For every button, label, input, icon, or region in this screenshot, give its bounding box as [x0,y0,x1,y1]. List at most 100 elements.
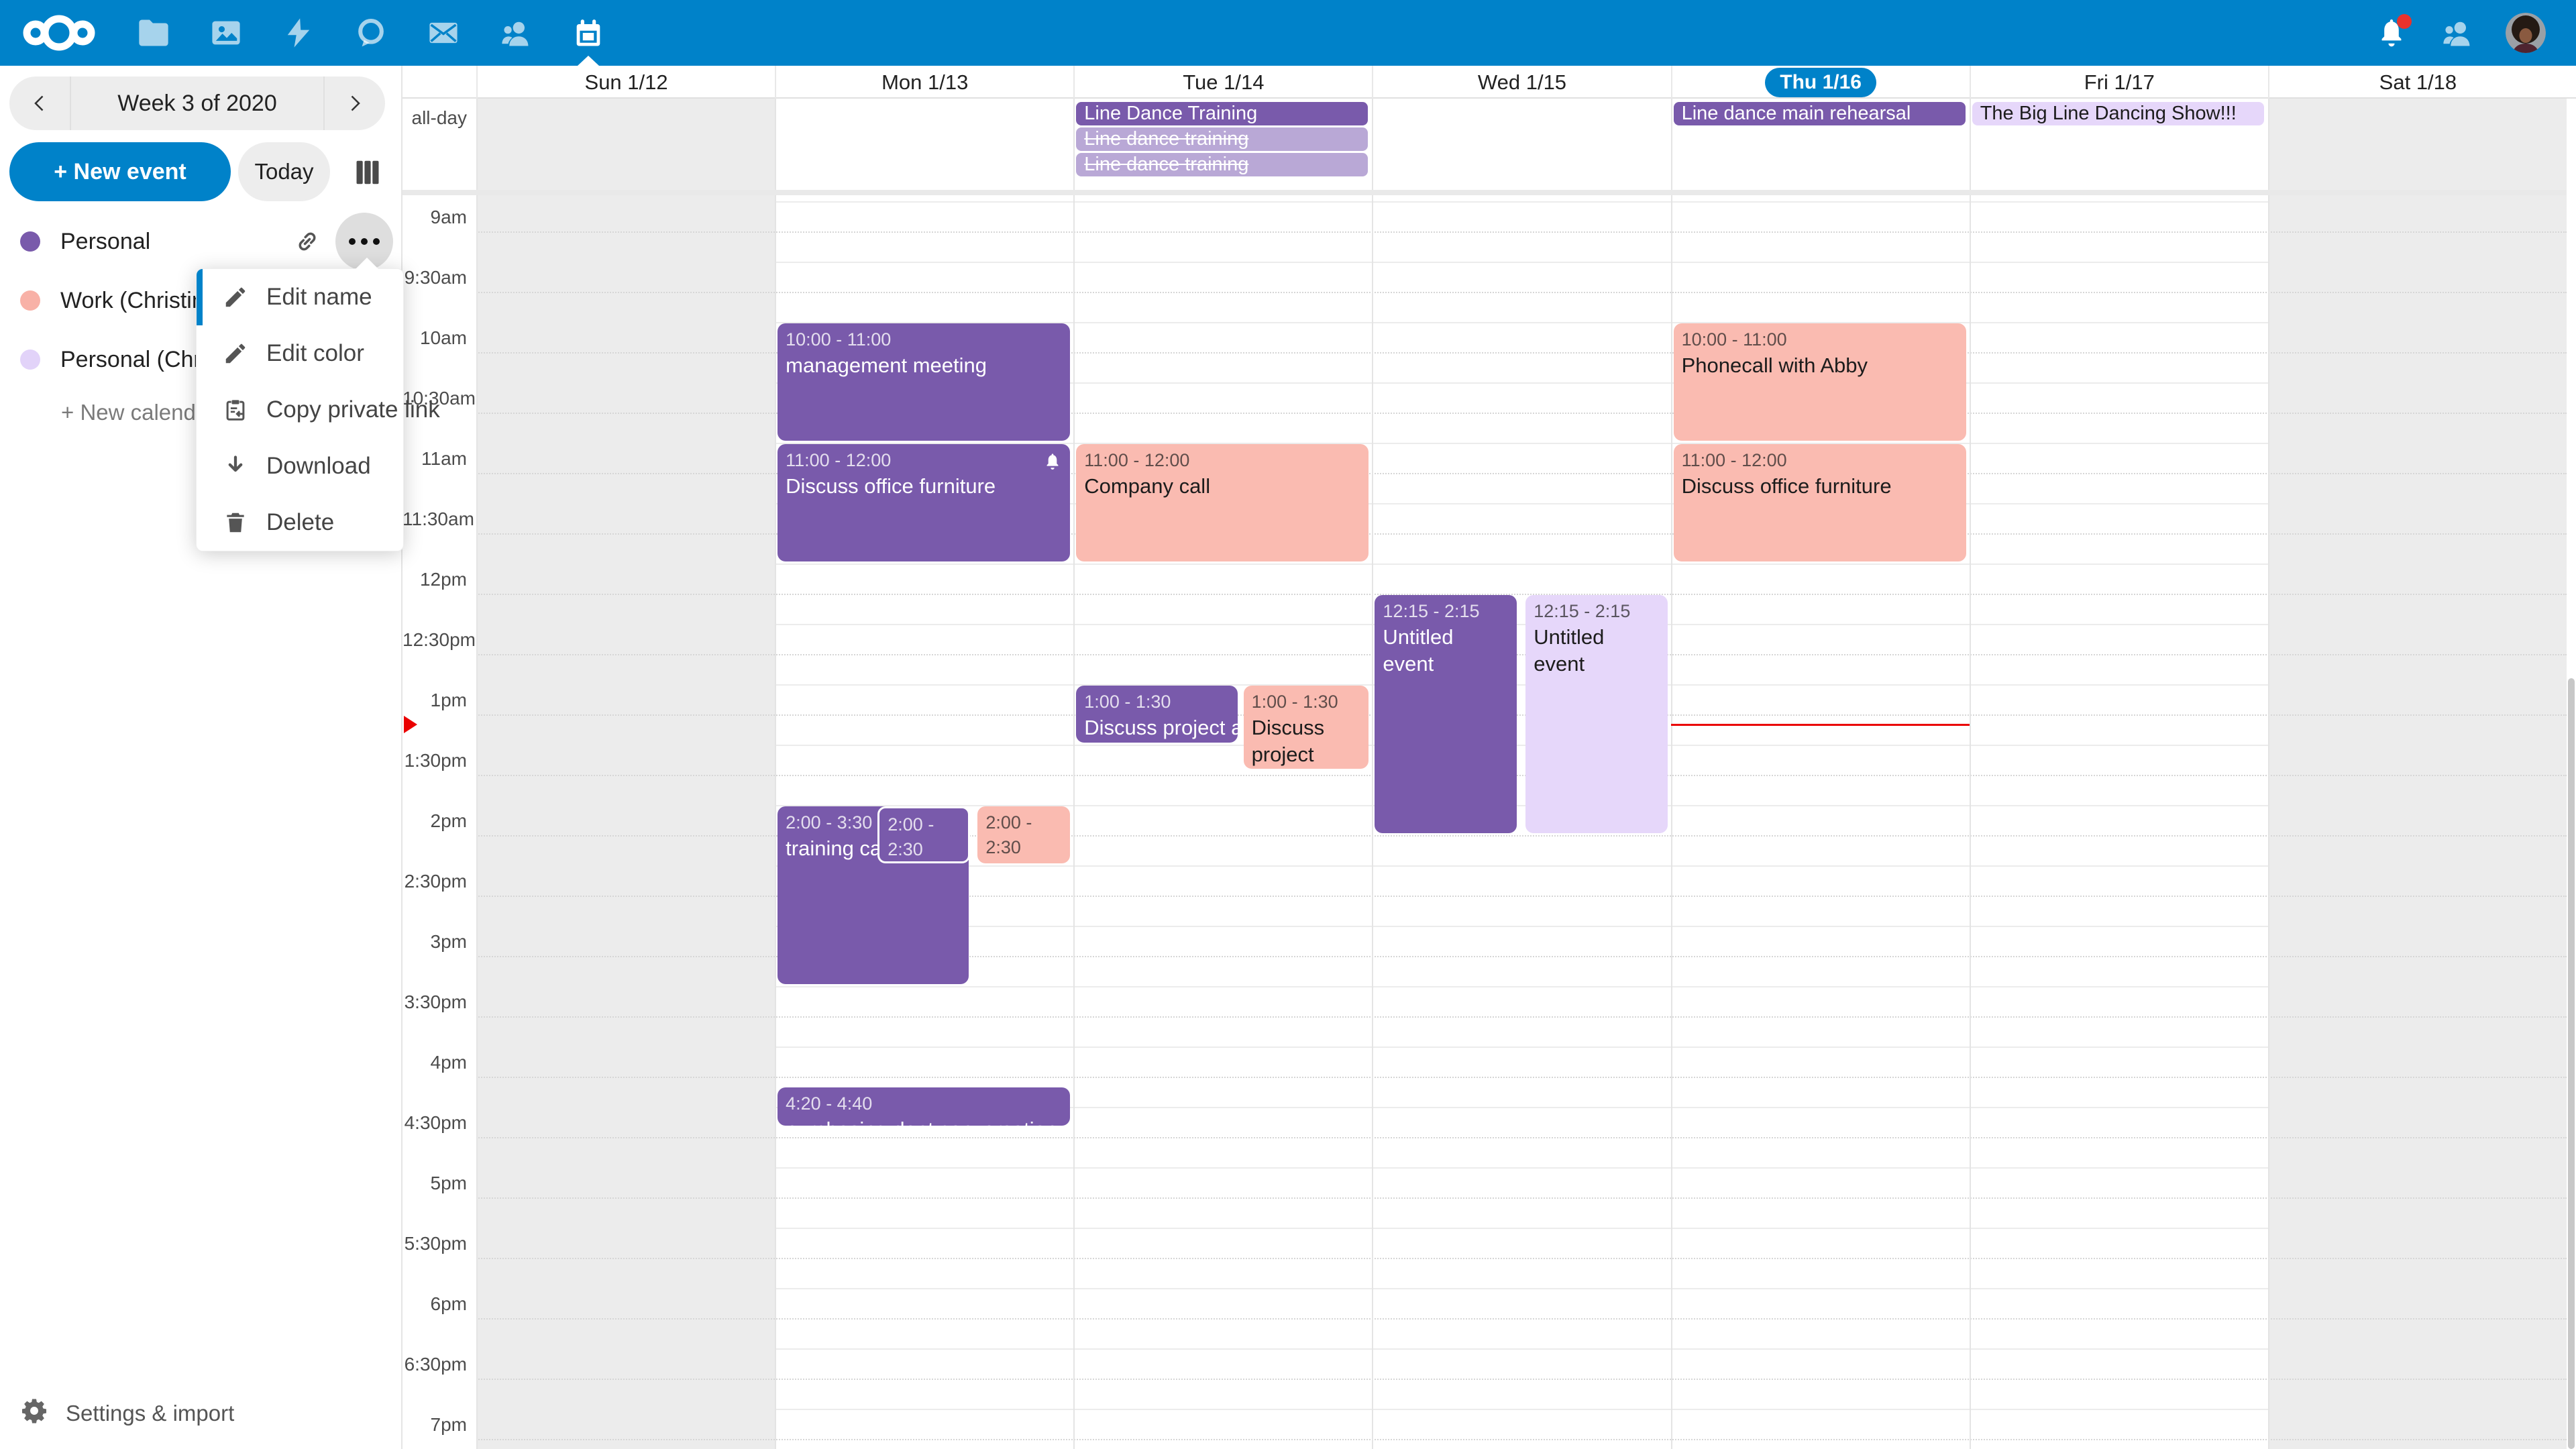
allday-event[interactable]: Line dance training [1076,127,1368,151]
new-event-button[interactable]: + New event [9,142,231,201]
event-time: 11:00 - 12:00 [1084,450,1190,470]
event-block[interactable]: 12:15 - 2:15 Untitled event [1375,595,1517,833]
calendar-week-view: Sun 1/12 Mon 1/13 Tue 1/14 Wed 1/15 Thu 1/16… [402,66,2576,1449]
menu-item-copy-private-link[interactable]: Copy private link [197,382,440,438]
trash-icon [222,509,249,536]
event-block[interactable]: 2:00 - 2:30 check-in [877,806,971,863]
menu-item-delete[interactable]: Delete [197,494,403,551]
allday-event[interactable]: Line dance main rehearsal [1673,102,1966,125]
time-label: 3:30pm [404,991,467,1012]
calendar-icon[interactable] [552,0,625,66]
event-title: Discuss project announcement [1084,716,1238,739]
scrollbar-thumb[interactable] [2568,678,2575,1449]
grid-line [476,443,2567,444]
gear-icon [20,1397,48,1430]
contacts-icon[interactable] [480,0,552,66]
event-title: Untitled event [1534,625,1605,676]
grid-line-dotted [476,775,2567,776]
column-border [2267,99,2269,1449]
event-block[interactable]: 1:00 - 1:30 Discuss project announcement [1076,686,1238,743]
talk-icon[interactable] [335,0,407,66]
event-block[interactable]: 12:15 - 2:15 Untitled event [1525,595,1668,833]
notifications-bell-icon[interactable] [2374,14,2412,50]
menu-item-download[interactable]: Download [197,438,403,494]
scrollbar [2567,99,2576,1449]
activity-icon[interactable] [262,0,335,66]
day-header-sat[interactable]: Sat 1/18 [2267,66,2567,99]
grid-line [476,684,2567,686]
menu-item-edit-name[interactable]: Edit name [197,269,403,325]
grid-line-dotted [476,1318,2567,1320]
notification-badge [2397,14,2412,29]
calendar-actions-menu: Edit name Edit color Copy private link Down… [196,258,440,551]
event-block[interactable]: 11:00 - 12:00 Company call [1076,444,1369,561]
time-label: 2:30pm [404,871,467,892]
settings-import-button[interactable]: Settings & import [20,1397,234,1430]
event-time: 1:00 - 1:30 [1084,692,1171,712]
day-header-sun[interactable]: Sun 1/12 [476,66,775,99]
event-time: 11:00 - 12:00 [786,450,892,470]
event-block[interactable]: 4:20 - 4:40 purchasing dept conversation [777,1087,1071,1126]
allday-event[interactable]: Line dance training [1076,153,1368,176]
event-block[interactable]: 11:00 - 12:00 Discuss office furniture [777,444,1071,561]
menu-item-edit-color[interactable]: Edit color [197,325,403,382]
current-time-line [1670,724,1970,727]
contacts-menu-icon[interactable] [2440,15,2475,50]
time-label: 4pm [430,1052,467,1073]
view-columns-icon[interactable] [351,156,384,189]
event-title: Company call [1084,474,1211,498]
grid-line-dotted [476,1137,2567,1138]
grid-line [476,926,2567,927]
time-label: 11am [421,448,467,469]
calendar-list-item-1[interactable]: Personal [0,212,401,271]
files-icon[interactable] [117,0,190,66]
event-title: check-in [985,860,1062,863]
event-block[interactable]: 2:00 - 2:30 check-in [977,806,1071,863]
grid-line [476,1348,2567,1350]
day-header-tue[interactable]: Tue 1/14 [1073,66,1372,99]
menu-item-label: Edit name [266,284,372,310]
event-block[interactable]: 10:00 - 11:00 management meeting [777,323,1071,441]
event-title: purchasing dept conversation [786,1116,1062,1125]
user-avatar[interactable] [2506,13,2546,53]
time-label: 9am [430,207,467,227]
day-header-fri[interactable]: Fri 1/17 [1969,66,2268,99]
day-header-thu[interactable]: Thu 1/16 [1670,66,1970,99]
event-title: Untitled event [1383,625,1454,676]
event-block[interactable]: 11:00 - 12:00 Discuss office furniture [1673,444,1966,561]
event-title: Discuss office furniture [1681,474,1892,498]
event-title: training call [786,837,891,860]
event-block[interactable]: 10:00 - 11:00 Phonecall with Abby [1673,323,1966,441]
event-title: Discuss project announcement [1251,716,1325,766]
event-block[interactable]: 1:00 - 1:30 Discuss project announcement [1243,686,1369,769]
grid-line-dotted [476,292,2567,293]
day-header-mon[interactable]: Mon 1/13 [775,66,1073,99]
photos-icon[interactable] [190,0,262,66]
nextcloud-logo-icon[interactable] [20,12,97,54]
event-title: Phonecall with Abby [1681,354,1868,377]
grid-line-dotted [476,896,2567,897]
previous-week-button[interactable] [9,76,71,130]
share-link-icon[interactable] [288,223,326,260]
day-header-wed[interactable]: Wed 1/15 [1372,66,1670,99]
grid-line-dotted [476,533,2567,535]
time-label: 12pm [419,569,467,590]
time-label: 3pm [430,931,467,952]
allday-event[interactable]: The Big Line Dancing Show!!! [1972,102,2264,125]
time-label: 1:30pm [404,750,467,771]
time-label: 5:30pm [404,1233,467,1254]
reminder-bell-icon [1043,452,1062,474]
grid-line [476,322,2567,323]
allday-event[interactable]: Line Dance Training [1076,102,1368,125]
mail-icon[interactable] [407,0,480,66]
menu-accent-bar [197,269,203,325]
grid-line [476,805,2567,806]
new-calendar-button[interactable]: + New calendar [61,400,216,425]
next-week-button[interactable] [323,76,385,130]
menu-item-label: Delete [266,509,335,535]
today-button[interactable]: Today [238,142,330,201]
event-time: 4:20 - 4:40 [786,1093,873,1114]
weekend-shading [476,99,775,1449]
grid-line-dotted [476,594,2567,595]
